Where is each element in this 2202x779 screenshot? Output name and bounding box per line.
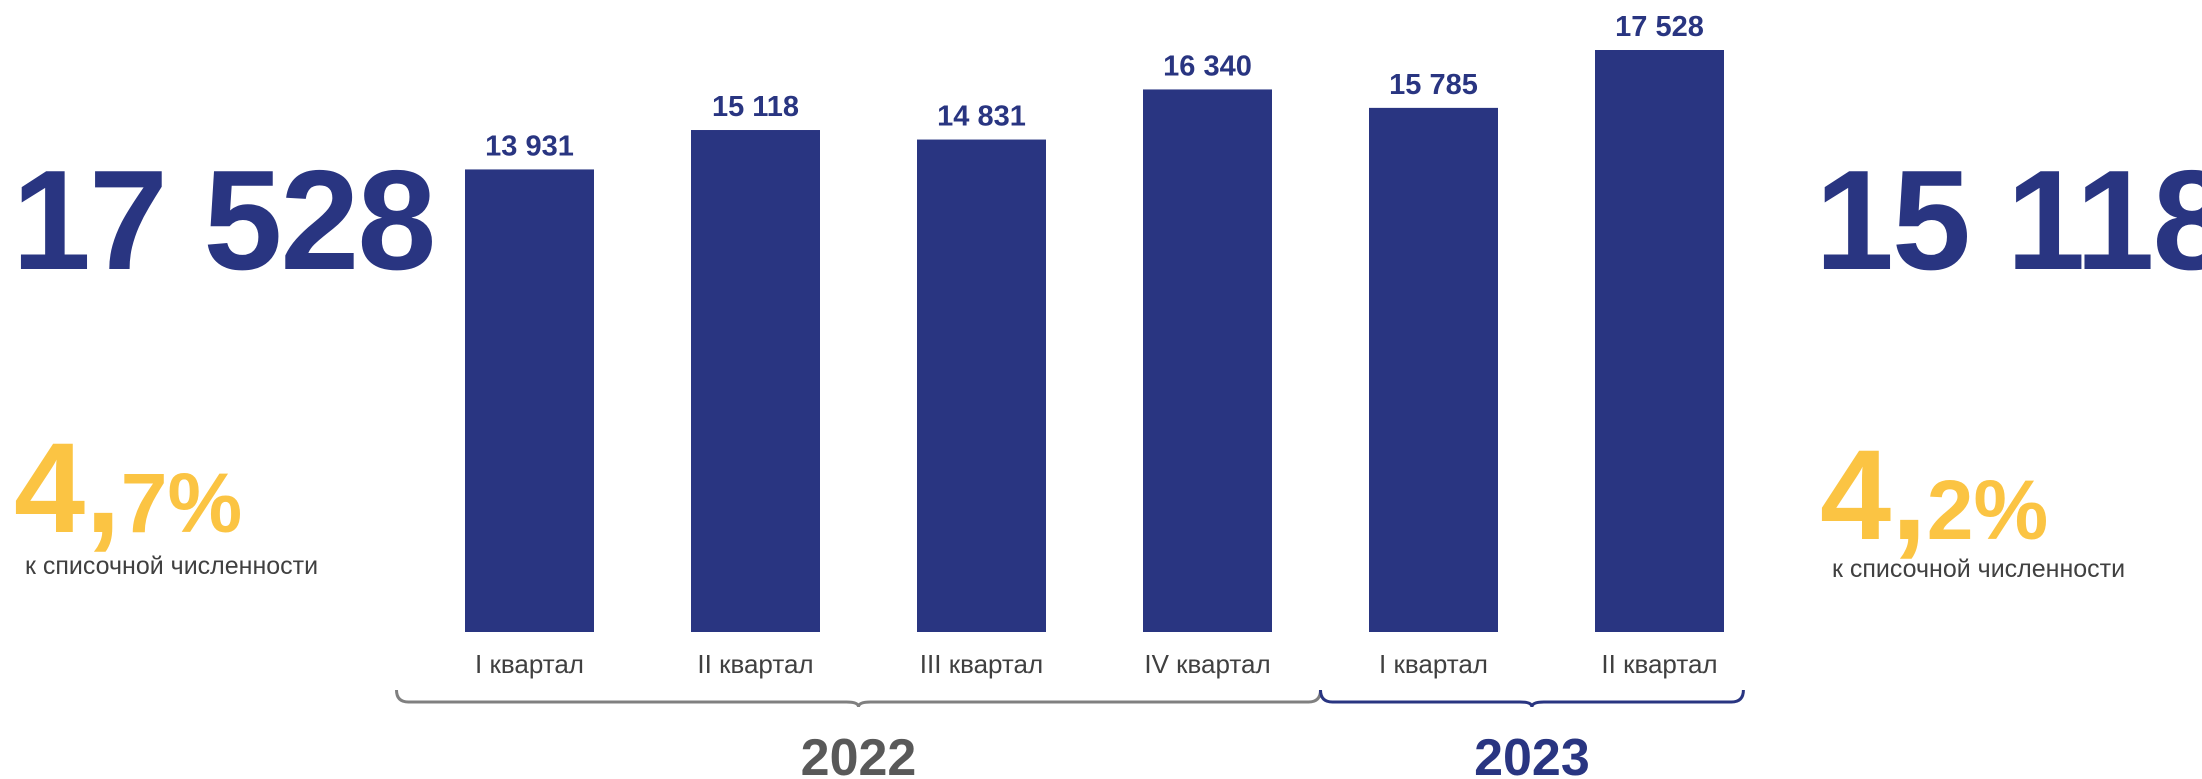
left-percent-int: 4, bbox=[14, 417, 121, 560]
bar-0 bbox=[465, 169, 594, 632]
right-percent: 4,2% bbox=[1820, 432, 2048, 560]
year-label-2023: 2023 bbox=[1474, 729, 1590, 779]
year-labels-group: 2022 2023 bbox=[801, 729, 1590, 779]
category-label-0: I квартал bbox=[475, 649, 584, 679]
year-bracket-2023 bbox=[1319, 689, 1745, 708]
left-big-value: 17 528 bbox=[12, 141, 436, 300]
left-percent-frac: 7% bbox=[120, 456, 243, 550]
bar-3 bbox=[1143, 89, 1272, 633]
category-label-3: IV квартал bbox=[1144, 649, 1270, 679]
left-note: к списочной численности bbox=[25, 552, 319, 580]
category-label-2: III квартал bbox=[920, 649, 1043, 679]
bar-1 bbox=[691, 130, 820, 633]
value-label-5: 17 528 bbox=[1615, 11, 1704, 43]
value-label-0: 13 931 bbox=[485, 130, 574, 162]
value-label-3: 16 340 bbox=[1163, 50, 1252, 82]
right-note: к списочной численности bbox=[1832, 555, 2126, 583]
category-label-5: II квартал bbox=[1601, 649, 1717, 679]
right-percent-int: 4, bbox=[1820, 424, 1927, 567]
category-label-4: I квартал bbox=[1379, 649, 1488, 679]
value-labels-group: 13 931 15 118 14 831 16 340 15 785 17 528 bbox=[485, 11, 1704, 162]
category-labels-group: I квартал II квартал III квартал IV квартал… bbox=[475, 649, 1718, 679]
right-big-value: 15 118 bbox=[1815, 141, 2202, 300]
bar-2 bbox=[917, 139, 1046, 632]
year-bracket-2022 bbox=[395, 689, 1322, 708]
value-label-1: 15 118 bbox=[712, 91, 799, 123]
left-percent: 4,7% bbox=[14, 425, 242, 553]
bar-4 bbox=[1369, 107, 1498, 632]
year-brackets-group bbox=[395, 689, 1745, 708]
category-label-1: II квартал bbox=[697, 649, 813, 679]
value-label-4: 15 785 bbox=[1389, 69, 1478, 101]
value-label-2: 14 831 bbox=[937, 101, 1026, 133]
bars-group bbox=[465, 50, 1724, 633]
bar-5 bbox=[1595, 50, 1724, 632]
right-percent-frac: 2% bbox=[1926, 463, 2049, 557]
year-label-2022: 2022 bbox=[801, 729, 917, 779]
